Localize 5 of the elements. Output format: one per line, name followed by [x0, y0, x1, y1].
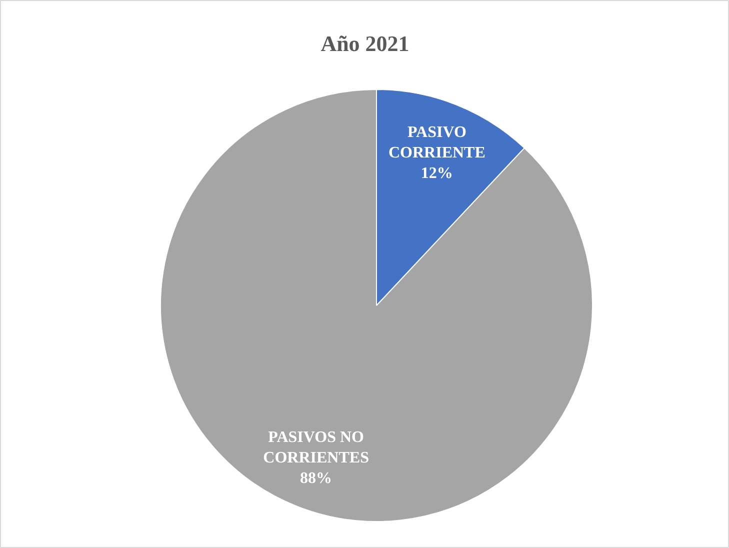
data-label: 88%	[300, 470, 332, 488]
slice-label: PASIVO CORRIENTE	[388, 124, 486, 162]
chart-title: Año 2021	[320, 31, 410, 56]
slice-label: PASIVOS NO CORRIENTES	[263, 429, 370, 467]
data-label: 12%	[420, 164, 453, 182]
